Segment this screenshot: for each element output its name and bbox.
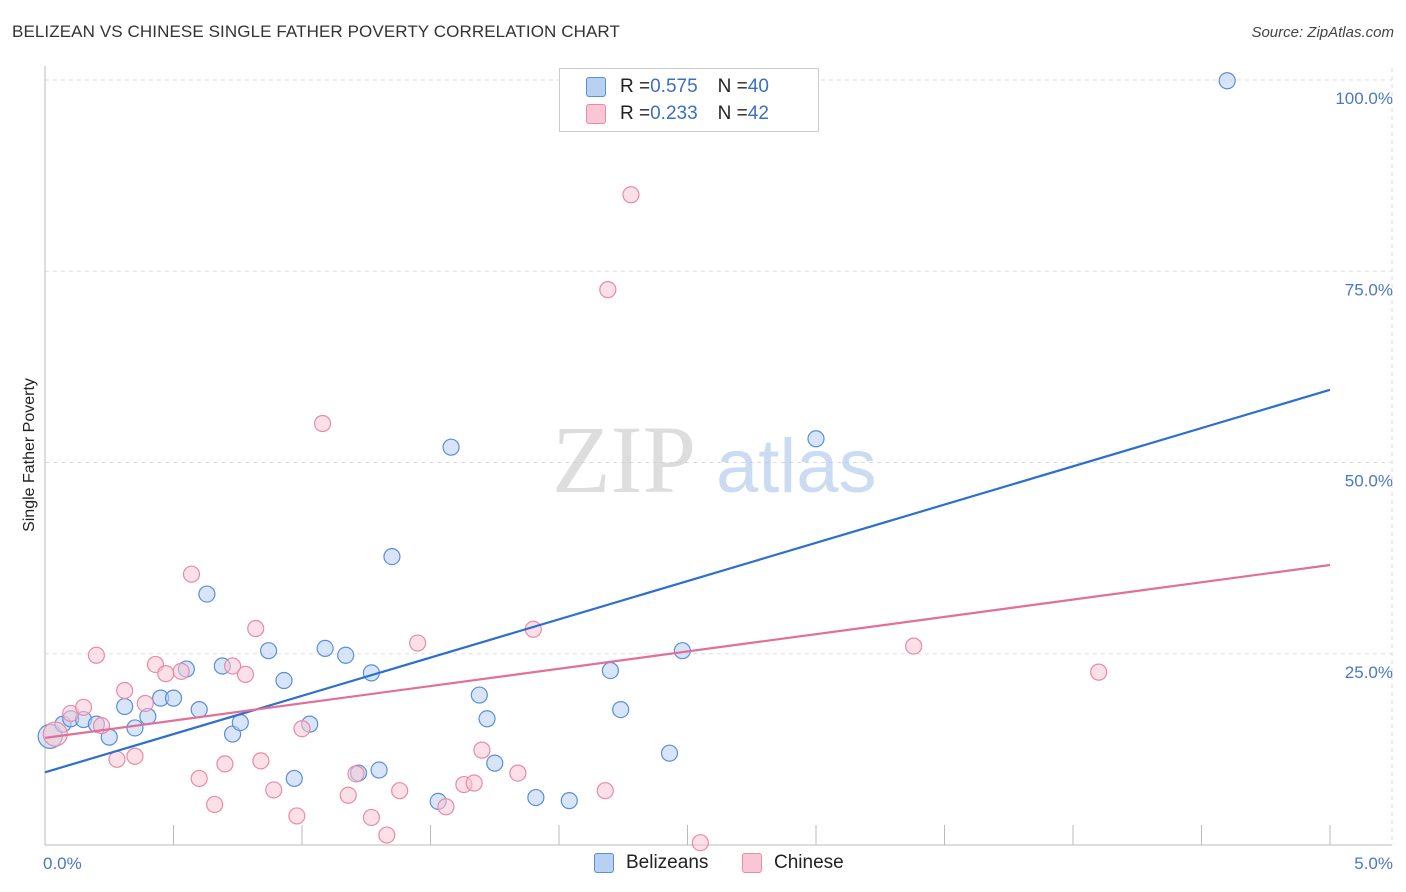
data-point-chinese bbox=[509, 764, 527, 782]
data-point-chinese bbox=[465, 774, 483, 792]
watermark: ZIP atlas bbox=[552, 406, 877, 513]
data-point-belizeans bbox=[116, 697, 134, 716]
data-point-belizeans bbox=[370, 761, 388, 779]
data-point-chinese bbox=[182, 565, 201, 583]
data-point-chinese bbox=[126, 747, 144, 765]
data-point-chinese bbox=[378, 826, 396, 844]
data-point-chinese bbox=[42, 721, 68, 747]
legend-r-value: 0.233 bbox=[650, 103, 698, 124]
data-point-chinese bbox=[288, 807, 306, 825]
data-point-chinese bbox=[157, 665, 175, 683]
data-point-chinese bbox=[236, 665, 255, 684]
series-legend-belizeans: Belizeans bbox=[594, 852, 708, 874]
legend-n-value: 40 bbox=[747, 76, 769, 97]
y-tick-label: 100.0% bbox=[1335, 89, 1393, 108]
data-point-belizeans bbox=[1218, 72, 1236, 90]
y-tick-label: 75.0% bbox=[1345, 280, 1393, 299]
legend-swatch-pink bbox=[586, 104, 606, 124]
data-point-chinese bbox=[247, 619, 265, 638]
data-point-belizeans bbox=[337, 646, 355, 664]
data-point-chinese bbox=[391, 782, 409, 800]
data-point-chinese bbox=[116, 681, 134, 700]
data-point-chinese bbox=[252, 752, 270, 770]
data-point-belizeans bbox=[231, 713, 249, 732]
data-point-belizeans bbox=[527, 788, 545, 807]
data-point-belizeans bbox=[275, 671, 293, 690]
series-label-belizeans: Belizeans bbox=[626, 852, 709, 873]
data-point-belizeans bbox=[259, 642, 278, 660]
axes-layer bbox=[44, 66, 1392, 846]
series-legend-chinese: Chinese bbox=[742, 852, 844, 874]
data-point-chinese bbox=[347, 765, 365, 783]
y-tick-label: 25.0% bbox=[1345, 663, 1393, 682]
data-point-chinese bbox=[108, 750, 126, 768]
data-point-chinese bbox=[1090, 663, 1108, 681]
trend-line-chinese bbox=[44, 563, 1331, 739]
series-swatch-blue bbox=[594, 853, 614, 873]
legend-r-label: R = bbox=[620, 76, 651, 97]
data-point-belizeans bbox=[470, 686, 488, 704]
series-chinese bbox=[42, 186, 1108, 852]
legend-row-chinese: R = 0.233 N = 42 bbox=[586, 101, 769, 127]
data-point-belizeans bbox=[660, 744, 679, 762]
labels-layer: 25.0% 50.0% 75.0% 100.0% 0.0% 5.0% Single Fath… bbox=[21, 89, 1393, 873]
legend-n-value: 42 bbox=[747, 103, 769, 124]
x-tick-label-min: 0.0% bbox=[43, 854, 82, 873]
data-point-chinese bbox=[596, 782, 614, 800]
legend-row-belizeans: R = 0.575 N = 40 bbox=[586, 74, 769, 100]
source-credit: Source: ZipAtlas.com bbox=[1251, 24, 1394, 41]
series-swatch-pink bbox=[742, 853, 762, 873]
data-point-chinese bbox=[265, 781, 283, 799]
data-point-belizeans bbox=[285, 769, 303, 788]
data-point-chinese bbox=[190, 769, 208, 788]
data-point-chinese bbox=[409, 634, 427, 652]
data-point-belizeans bbox=[442, 438, 460, 456]
data-point-chinese bbox=[216, 755, 234, 773]
legend-r-value: 0.575 bbox=[650, 76, 698, 97]
legend-n-label: N = bbox=[717, 76, 748, 97]
series-label-chinese: Chinese bbox=[774, 852, 844, 873]
data-point-belizeans bbox=[198, 585, 216, 603]
data-point-belizeans bbox=[190, 700, 208, 719]
data-point-chinese bbox=[905, 637, 923, 655]
legend-r-label: R = bbox=[620, 103, 651, 124]
watermark-zip: ZIP bbox=[552, 406, 696, 513]
data-point-belizeans bbox=[316, 639, 334, 657]
data-point-chinese bbox=[136, 694, 154, 713]
y-tick-label: 50.0% bbox=[1345, 472, 1393, 491]
data-point-chinese bbox=[473, 741, 491, 759]
data-point-chinese bbox=[313, 414, 332, 433]
data-point-chinese bbox=[622, 186, 640, 204]
x-tick-label-max: 5.0% bbox=[1354, 854, 1393, 873]
data-point-chinese bbox=[691, 834, 709, 852]
data-point-chinese bbox=[362, 808, 380, 827]
data-point-belizeans bbox=[560, 792, 578, 810]
chart-title: BELIZEAN VS CHINESE SINGLE FATHER POVERT… bbox=[12, 22, 620, 41]
data-point-chinese bbox=[172, 662, 190, 680]
data-point-belizeans bbox=[612, 700, 630, 719]
data-point-belizeans bbox=[601, 661, 620, 680]
data-point-belizeans bbox=[478, 710, 496, 728]
data-point-chinese bbox=[339, 786, 357, 804]
data-point-chinese bbox=[224, 657, 242, 675]
data-point-belizeans bbox=[164, 689, 183, 707]
y-axis-title: Single Father Poverty bbox=[21, 378, 38, 532]
data-point-belizeans bbox=[807, 430, 825, 448]
trend-layer bbox=[44, 388, 1331, 774]
data-point-chinese bbox=[599, 281, 617, 299]
series-legend: Belizeans Chinese bbox=[0, 852, 1406, 876]
data-point-belizeans bbox=[383, 547, 401, 566]
data-point-belizeans bbox=[126, 719, 144, 737]
legend-n-label: N = bbox=[717, 103, 748, 124]
data-point-chinese bbox=[87, 646, 106, 664]
data-point-chinese bbox=[74, 698, 93, 716]
data-point-belizeans bbox=[486, 754, 504, 772]
data-point-chinese bbox=[206, 795, 224, 814]
correlation-legend: R = 0.575 N = 40 R = 0.233 N = 42 bbox=[559, 68, 819, 132]
legend-swatch-blue bbox=[586, 77, 606, 97]
data-point-chinese bbox=[437, 798, 455, 816]
data-point-chinese bbox=[293, 720, 311, 738]
watermark-atlas: atlas bbox=[716, 424, 877, 509]
